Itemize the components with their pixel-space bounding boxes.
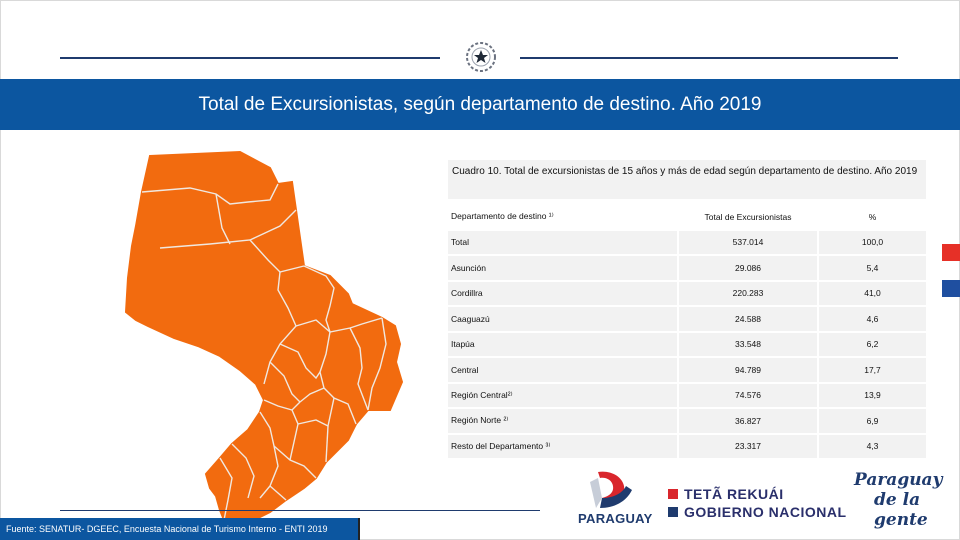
table-row: Región Norte ²⁾ 36.827 6,9 xyxy=(448,409,926,433)
cell-total: 24.588 xyxy=(679,307,817,331)
source-note: Fuente: SENATUR- DGEEC, Encuesta Naciona… xyxy=(0,518,360,540)
footer-rule xyxy=(60,510,540,511)
header-total: Total de Excursionistas xyxy=(679,205,817,229)
cell-department: Caaguazú xyxy=(448,307,677,331)
cell-percent: 6,2 xyxy=(819,332,926,356)
table-row: Región Central²⁾ 74.576 13,9 xyxy=(448,383,926,407)
paraguay-map xyxy=(124,150,404,536)
cell-department: Itapúa xyxy=(448,332,677,356)
cell-percent: 5,4 xyxy=(819,256,926,280)
gov-logo: TETÃ REKUÁI GOBIERNO NACIONAL xyxy=(668,486,847,520)
brand-line-2: de la gente xyxy=(874,490,928,530)
cell-department: Región Norte ²⁾ xyxy=(448,409,677,433)
paraguay-logo-icon xyxy=(590,471,632,508)
cell-department: Total xyxy=(448,230,677,254)
table-row: Total 537.014 100,0 xyxy=(448,230,926,254)
cell-total: 29.086 xyxy=(679,256,817,280)
red-marker xyxy=(942,244,960,261)
table-row: Caaguazú 24.588 4,6 xyxy=(448,307,926,331)
cell-percent: 41,0 xyxy=(819,281,926,305)
cell-department: Central xyxy=(448,358,677,382)
cell-percent: 6,9 xyxy=(819,409,926,433)
title-banner: Total de Excursionistas, según departame… xyxy=(0,79,960,130)
header-rule-right xyxy=(520,57,898,59)
table-row: Resto del Departamento ³⁾ 23.317 4,3 xyxy=(448,434,926,458)
data-table: Cuadro 10. Total de excursionistas de 15… xyxy=(448,160,926,460)
cell-department: Región Central²⁾ xyxy=(448,383,677,407)
red-bar-icon xyxy=(668,489,678,499)
table-row: Central 94.789 17,7 xyxy=(448,358,926,382)
cell-total: 537.014 xyxy=(679,230,817,254)
table-row: Cordillra 220.283 41,0 xyxy=(448,281,926,305)
cell-total: 33.548 xyxy=(679,332,817,356)
cell-total: 36.827 xyxy=(679,409,817,433)
brand-logo: Paraguay de la gente xyxy=(854,470,954,530)
table-header-row: Departamento de destino ¹⁾ Total de Excu… xyxy=(448,205,926,229)
paraguay-logo-text: PARAGUAY xyxy=(578,511,653,526)
gov-line-1: TETÃ REKUÁI xyxy=(668,486,847,502)
table-caption: Cuadro 10. Total de excursionistas de 15… xyxy=(448,160,926,199)
cell-percent: 100,0 xyxy=(819,230,926,254)
cell-total: 220.283 xyxy=(679,281,817,305)
table-row: Asunción 29.086 5,4 xyxy=(448,256,926,280)
cell-department: Asunción xyxy=(448,256,677,280)
cell-department: Cordillra xyxy=(448,281,677,305)
cell-percent: 13,9 xyxy=(819,383,926,407)
header-percent: % xyxy=(819,205,926,229)
cell-percent: 4,3 xyxy=(819,434,926,458)
header-rule-left xyxy=(60,57,440,59)
blue-marker xyxy=(942,280,960,297)
cell-department: Resto del Departamento ³⁾ xyxy=(448,434,677,458)
page-title: Total de Excursionistas, según departame… xyxy=(198,94,762,115)
cell-total: 23.317 xyxy=(679,434,817,458)
brand-line-1: Paraguay xyxy=(854,470,943,490)
cell-percent: 17,7 xyxy=(819,358,926,382)
blue-bar-icon xyxy=(668,507,678,517)
star-emblem-icon xyxy=(466,42,496,72)
gov-line-2: GOBIERNO NACIONAL xyxy=(668,504,847,520)
gov-text-1: TETÃ REKUÁI xyxy=(684,486,784,502)
header-department: Departamento de destino ¹⁾ xyxy=(448,205,677,229)
gov-text-2: GOBIERNO NACIONAL xyxy=(684,504,847,520)
cell-total: 74.576 xyxy=(679,383,817,407)
cell-percent: 4,6 xyxy=(819,307,926,331)
table-row: Itapúa 33.548 6,2 xyxy=(448,332,926,356)
cell-total: 94.789 xyxy=(679,358,817,382)
